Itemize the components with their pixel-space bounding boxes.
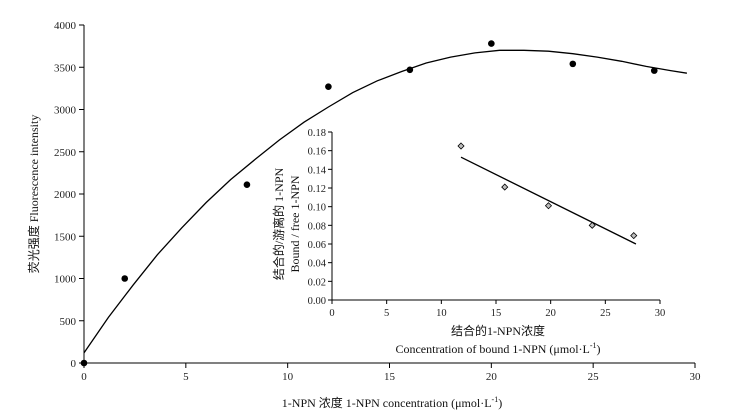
inset-y-tick-label: 0.08 (308, 221, 326, 232)
main-x-axis-label: 1-NPN 浓度 1-NPN concentration (μmol·L-1) (282, 395, 502, 410)
main-plot: 0 5 10 15 20 25 30 0 500 1000 1500 2000 2500 3000 350… (26, 20, 701, 410)
main-x-tick-label: 20 (486, 371, 498, 383)
inset-data-points (457, 142, 638, 240)
main-y-tick-label: 4000 (54, 20, 77, 32)
inset-y-tick-label: 0.02 (308, 277, 326, 288)
main-data-point (569, 60, 577, 68)
main-x-tick-label: 15 (384, 371, 396, 383)
inset-y-axis-label-cn: 结合的/游离的 1-NPN (271, 168, 286, 281)
main-data-point (80, 359, 88, 367)
inset-y-ticks: 0.00 0.02 0.04 0.06 0.08 0.10 0.12 0.14 0.16 0.18 (308, 128, 332, 307)
main-y-ticks: 0 500 1000 1500 2000 2500 3000 3500 4000 (54, 20, 84, 370)
main-x-tick-label: 0 (81, 371, 87, 383)
main-x-tick-label: 10 (282, 371, 294, 383)
main-fit-curve (83, 49, 688, 354)
main-y-tick-label: 0 (71, 358, 77, 370)
main-x-tick-label: 5 (183, 371, 189, 383)
inset-data-point (630, 232, 638, 240)
main-y-tick-label: 1000 (54, 274, 77, 286)
main-y-tick-label: 2000 (54, 189, 77, 201)
main-data-point (121, 275, 129, 282)
inset-plot: 0 5 10 15 20 25 30 0.00 0.02 0.04 0.06 0.08 0.10 0.1… (271, 128, 665, 356)
inset-x-tick-label: 30 (655, 308, 666, 319)
main-data-point (325, 83, 332, 90)
main-y-tick-label: 2500 (54, 147, 77, 159)
main-x-tick-label: 30 (690, 371, 702, 383)
main-x-ticks: 0 5 10 15 20 25 30 (81, 363, 701, 383)
inset-y-tick-label: 0.14 (308, 165, 327, 176)
main-data-point (488, 40, 495, 47)
main-y-tick-label: 3000 (54, 105, 77, 117)
inset-data-point (501, 183, 509, 191)
inset-y-tick-label: 0.18 (308, 128, 326, 139)
main-y-tick-label: 1500 (54, 231, 77, 243)
inset-y-tick-label: 0.10 (308, 203, 326, 214)
main-data-points (80, 40, 658, 367)
inset-x-axis-label-en: Concentration of bound 1-NPN (μmol·L-1) (395, 341, 600, 356)
main-x-tick-label: 25 (588, 371, 600, 383)
inset-data-point (588, 221, 596, 229)
main-y-tick-label: 500 (60, 316, 77, 328)
inset-y-axis-label-en: Bound / free 1-NPN (288, 175, 302, 272)
inset-x-axis-label-cn: 结合的1-NPN浓度 (451, 323, 545, 338)
inset-y-tick-label: 0.06 (308, 240, 326, 251)
main-y-axis-label: 荧光强度 Fluorescence intensity (26, 115, 41, 274)
inset-y-tick-label: 0.04 (308, 259, 327, 270)
inset-y-tick-label: 0.00 (308, 296, 326, 307)
main-data-point (406, 66, 414, 74)
inset-fit-line (460, 156, 637, 245)
inset-x-tick-label: 0 (329, 308, 334, 319)
inset-x-tick-label: 10 (436, 308, 447, 319)
inset-y-tick-label: 0.16 (308, 147, 326, 158)
inset-x-tick-label: 25 (600, 308, 611, 319)
inset-x-tick-label: 20 (545, 308, 556, 319)
inset-x-tick-label: 15 (491, 308, 502, 319)
inset-x-tick-label: 5 (384, 308, 389, 319)
main-data-point (650, 67, 658, 74)
inset-data-point (457, 142, 465, 150)
inset-x-ticks: 0 5 10 15 20 25 30 (329, 300, 665, 319)
main-data-point (243, 181, 251, 189)
inset-data-point (544, 202, 553, 210)
main-y-tick-label: 3500 (54, 62, 77, 74)
inset-y-tick-label: 0.12 (308, 184, 326, 195)
